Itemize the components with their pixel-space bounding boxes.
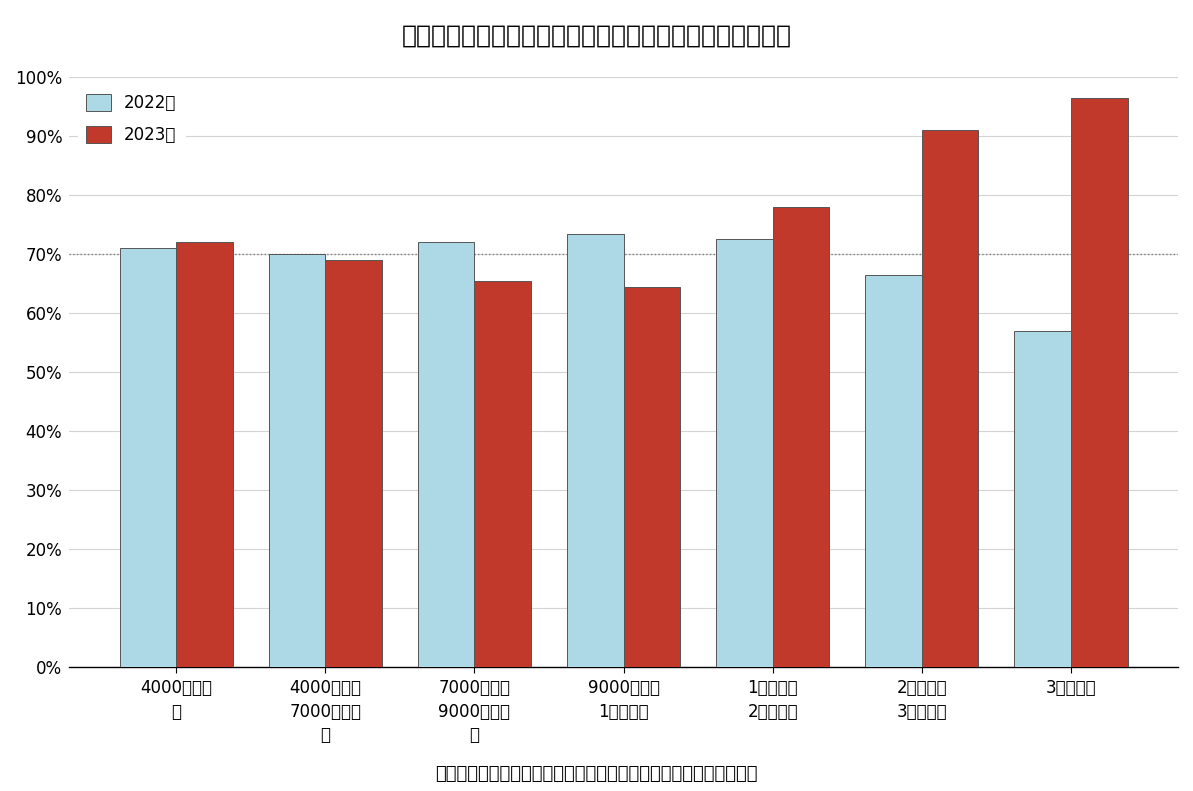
Bar bbox=[475, 281, 531, 667]
Text: 図表５　首都圏新築マンションの初月契約率（価格帯別）: 図表５ 首都圏新築マンションの初月契約率（価格帯別） bbox=[402, 24, 791, 47]
Bar bbox=[865, 274, 922, 667]
Bar bbox=[567, 233, 624, 667]
Bar bbox=[716, 240, 773, 667]
Bar bbox=[1071, 98, 1127, 667]
Bar bbox=[1014, 331, 1071, 667]
Bar bbox=[624, 286, 680, 667]
Bar bbox=[268, 254, 326, 667]
Bar bbox=[177, 242, 233, 667]
Bar bbox=[326, 260, 382, 667]
Bar bbox=[418, 242, 475, 667]
Bar bbox=[922, 131, 978, 667]
Bar bbox=[119, 248, 177, 667]
Legend: 2022年, 2023年: 2022年, 2023年 bbox=[78, 85, 185, 152]
Bar bbox=[773, 207, 829, 667]
Text: （資料）不動産経済研究所の公表を基にニッセイ基礎研究所が作成: （資料）不動産経済研究所の公表を基にニッセイ基礎研究所が作成 bbox=[435, 765, 758, 783]
